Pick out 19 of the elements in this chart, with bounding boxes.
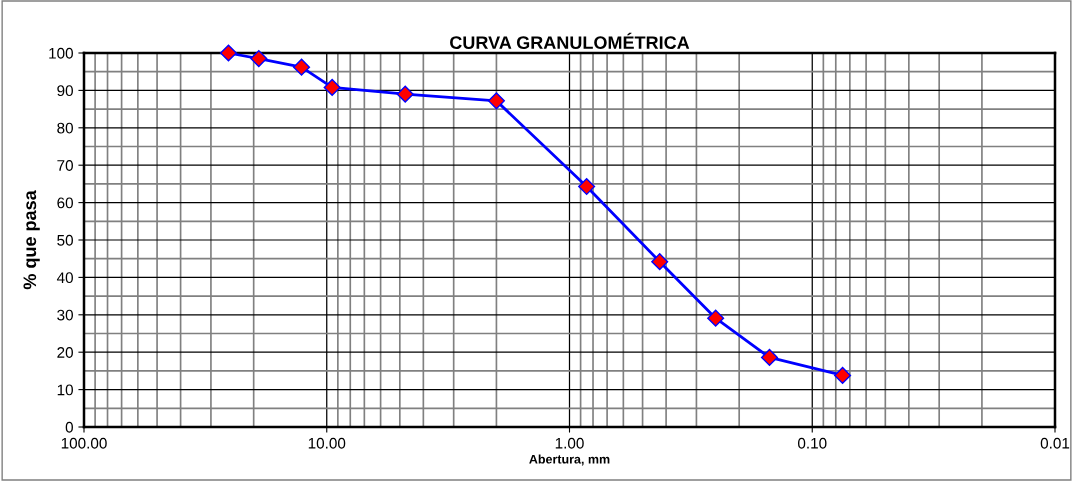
x-tick-label: 10.00 [308,437,346,449]
x-tick-label: 0.10 [797,437,827,449]
y-tick-label: 0 [65,421,73,433]
x-tick-label: 1.00 [555,437,584,449]
y-tick-label: 60 [57,197,73,209]
y-tick-label: 100 [49,47,73,59]
y-tick-label: 10 [57,384,73,396]
y-tick-label: 40 [56,272,73,284]
y-tick-label: 50 [57,234,73,246]
y-tick-label: 90 [57,85,73,97]
y-axis-title: % que pasa [23,190,40,290]
chart-title: CURVA GRANULOMÉTRICA [450,32,690,50]
y-tick-label: 20 [57,347,73,358]
x-axis-title: Abertura, mm [529,454,610,466]
y-tick-label: 30 [57,309,73,321]
x-tick-label: 0.01 [1040,437,1070,449]
x-tick-label: 100.00 [61,437,107,449]
y-tick-label: 80 [57,122,73,134]
y-tick-label: 70 [57,160,73,171]
